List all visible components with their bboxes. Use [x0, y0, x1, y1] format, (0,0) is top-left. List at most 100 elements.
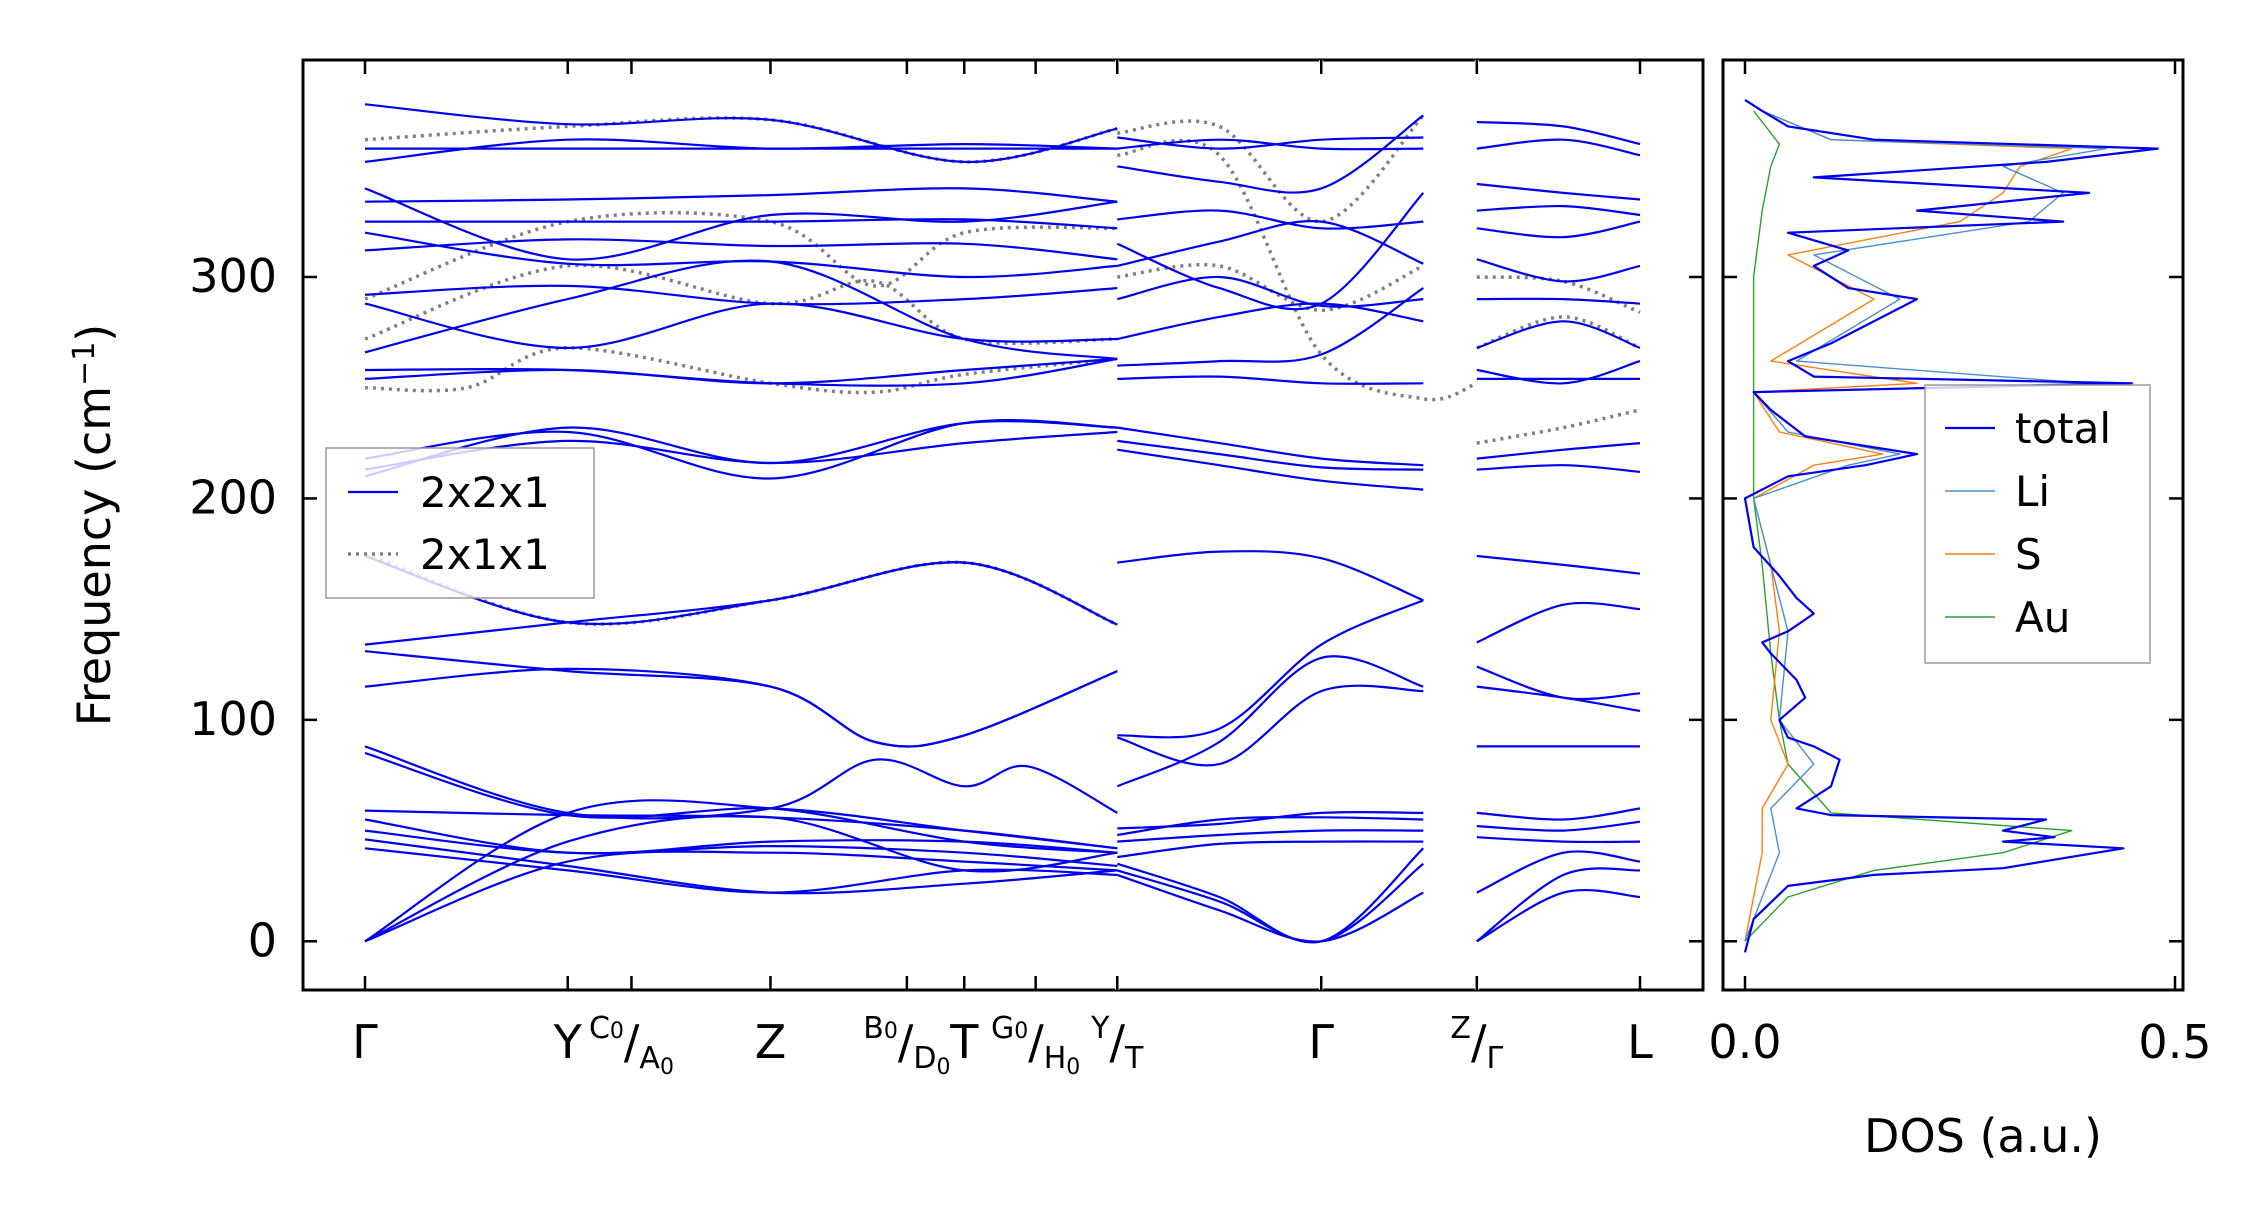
band-2x2x1-0: [364, 103, 1118, 164]
band-2x2x1-43: [1117, 550, 1424, 602]
dos-legend-label: S: [2015, 530, 2042, 579]
band-2x2x1-9: [364, 302, 1118, 350]
x-tick-label-sup: B: [863, 1011, 884, 1046]
band-2x2x1-65: [1476, 464, 1641, 473]
band-2x2x1-58: [1476, 220, 1641, 239]
dos-x-tick-label: 0.0: [1708, 1015, 1781, 1069]
bands-group: [364, 103, 1641, 944]
band-2x2x1-35: [1117, 219, 1424, 267]
x-tick-label-sub: T: [1124, 1041, 1144, 1076]
x-tick-label: Γ: [1308, 1015, 1334, 1069]
band-2x2x1-73: [1476, 836, 1641, 844]
y-tick-label: 0: [248, 913, 277, 967]
x-tick-label: Y: [553, 1015, 583, 1069]
band-2x2x1-53: [1116, 873, 1424, 943]
dos-curves: [1743, 98, 2159, 953]
band-2x2x1-64: [1476, 442, 1641, 460]
dos-legend-label: total: [2015, 404, 2111, 453]
band-2x2x1-47: [1117, 810, 1424, 830]
dos-line-Li: [1744, 110, 2107, 942]
x-tick-label-slash: /: [624, 1015, 640, 1069]
band-2x2x1-5: [365, 218, 1118, 230]
band-2x1x1-6: [1117, 138, 1478, 402]
legend-label: 2x1x1: [420, 530, 550, 579]
band-2x2x1-76: [1476, 888, 1641, 943]
band-2x2x1-46: [1117, 684, 1424, 767]
x-tick-label-sub-sub: 0: [660, 1055, 674, 1080]
band-2x2x1-27: [364, 799, 1118, 943]
x-tick-label: L: [1627, 1015, 1653, 1069]
band-2x2x1-61: [1476, 320, 1641, 349]
x-tick-label-sub: D: [913, 1041, 936, 1076]
band-2x2x1-4: [364, 187, 1118, 203]
band-2x2x1-44: [1117, 599, 1424, 739]
band-2x2x1-74: [1476, 850, 1641, 894]
band-2x2x1-71: [1476, 807, 1641, 821]
band-2x2x1-17: [364, 561, 1118, 646]
band-2x2x1-18: [364, 650, 1118, 748]
band-2x1x1-5: [1117, 114, 1425, 224]
band-2x1x1-0: [364, 116, 1118, 164]
band-2x2x1-12: [364, 357, 1118, 385]
band-2x2x1-3: [364, 187, 1118, 261]
dos-legend: total Li S Au: [1924, 384, 2151, 664]
band-2x2x1-42: [1117, 448, 1424, 491]
x-tick-label-sup: G: [991, 1011, 1014, 1046]
dos-panel: 0.0 0.5 DOS (a.u.) total Li S Au: [1708, 58, 2212, 1163]
y-axis-label-close: ): [67, 324, 121, 342]
band-2x2x1-57: [1476, 204, 1641, 217]
y-axis-label-text: Frequency (cm: [67, 386, 121, 726]
band-2x2x1-67: [1476, 601, 1641, 644]
x-tick-label: T: [949, 1015, 979, 1069]
dos-x-axis-label: DOS (a.u.): [1864, 1109, 2102, 1163]
band-2x2x1-69: [1476, 685, 1641, 713]
band-2x2x1-32: [1117, 114, 1424, 194]
band-2x2x1-62: [1476, 360, 1641, 385]
x-tick-label-sub-sub: 0: [1066, 1055, 1080, 1080]
band-2x2x1-31: [1117, 138, 1424, 151]
band-2x2x1-8: [364, 284, 1118, 306]
plot-frame: [301, 58, 1705, 992]
band-2x2x1-24: [364, 829, 1118, 868]
band-2x2x1-19: [364, 667, 1118, 748]
band-2x2x1-60: [1476, 297, 1641, 305]
dos-x-tick-label: 0.5: [2138, 1015, 2211, 1069]
x-tick-label-sup-sub: 0: [884, 1019, 898, 1044]
band-2x2x1-37: [1117, 302, 1424, 341]
band-2x2x1-33: [1117, 209, 1424, 230]
y-tick-label: 200: [189, 470, 277, 524]
x-tick-label-sup: Z: [1450, 1011, 1471, 1046]
band-2x2x1-72: [1476, 820, 1641, 832]
y-tick-label: 300: [189, 249, 277, 303]
band-2x2x1-50: [1117, 840, 1424, 859]
band-2x2x1-39: [1117, 375, 1424, 385]
x-tick-label-slash: /: [1110, 1015, 1126, 1069]
x-tick-label: C0/A0: [589, 1011, 674, 1080]
x-tick-label-slash: /: [1471, 1015, 1487, 1069]
band-2x2x1-66: [1476, 554, 1641, 575]
x-tick-label: Z/Γ: [1450, 1011, 1503, 1076]
y-axis-label-unit-sup: −1: [67, 342, 102, 386]
band-2x2x1-54: [1476, 120, 1641, 146]
band-2x2x1-15: [364, 420, 1118, 478]
band-2x2x1-23: [364, 818, 1118, 855]
y-axis-label: Frequency (cm−1): [67, 324, 121, 727]
x-tick-label-sub: A: [639, 1041, 660, 1076]
x-tick-label-sub-sub: 0: [936, 1055, 950, 1080]
band-2x2x1-20: [364, 745, 1118, 820]
band-2x2x1-36: [1117, 275, 1424, 308]
band-2x1x1-1: [364, 210, 1118, 301]
band-2x2x1-68: [1476, 665, 1641, 701]
band-2x2x1-49: [1117, 829, 1424, 843]
x-tick-label-slash: /: [1028, 1015, 1044, 1069]
dos-legend-label: Li: [2015, 467, 2050, 516]
band-2x2x1-28: [364, 814, 1118, 943]
x-tick-label-sup-sub: 0: [1014, 1019, 1028, 1044]
legend-label: 2x2x1: [420, 468, 550, 517]
band-2x2x1-52: [1116, 862, 1424, 944]
dos-legend-label: Au: [2015, 593, 2070, 642]
x-tick-label-sub: Γ: [1486, 1041, 1503, 1076]
x-tick-label-sup-sub: 0: [610, 1019, 624, 1044]
band-2x1x1-8: [1476, 275, 1641, 315]
